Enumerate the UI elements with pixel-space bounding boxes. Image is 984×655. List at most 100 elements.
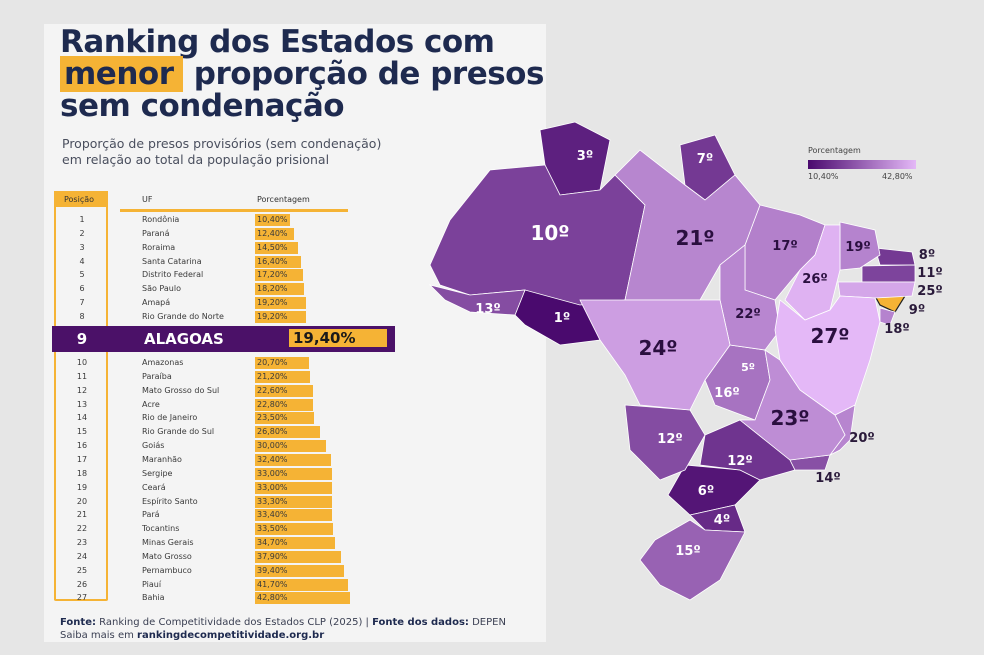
title-line-3: sem condenação bbox=[60, 88, 345, 124]
row-state: Piauí bbox=[142, 579, 162, 589]
row-bar bbox=[255, 227, 294, 240]
title-highlight: menor bbox=[60, 56, 184, 92]
row-value: 16,40% bbox=[257, 256, 288, 266]
row-state: Sergipe bbox=[142, 468, 173, 478]
state-para bbox=[614, 149, 761, 301]
map-label: 5º bbox=[741, 361, 755, 374]
row-value: 42,80% bbox=[257, 593, 288, 603]
row-value: 33,00% bbox=[257, 482, 288, 492]
row-state: Espírito Santo bbox=[142, 496, 198, 506]
row-value: 39,40% bbox=[257, 565, 288, 575]
highlight-position: 9 bbox=[76, 330, 88, 348]
legend-min: 10,40% bbox=[808, 172, 839, 181]
row-value: 37,90% bbox=[257, 551, 288, 561]
data-source-label: Fonte dos dados: bbox=[372, 617, 469, 628]
row-position: 20 bbox=[76, 496, 88, 506]
row-position: 8 bbox=[79, 311, 85, 321]
map-label: 17º bbox=[772, 239, 797, 254]
row-bar bbox=[255, 384, 313, 397]
map-label: 20º bbox=[849, 431, 874, 446]
row-value: 33,30% bbox=[257, 496, 288, 506]
legend-title: Porcentagem bbox=[808, 146, 861, 155]
map-label: 9º bbox=[909, 303, 925, 318]
state-mato-grosso bbox=[579, 299, 731, 411]
state-bahia bbox=[774, 295, 881, 416]
row-value: 30,00% bbox=[257, 441, 288, 451]
row-value: 12,40% bbox=[257, 228, 288, 238]
row-position: 22 bbox=[76, 524, 88, 534]
source-label: Fonte: bbox=[60, 617, 96, 628]
row-value: 26,80% bbox=[257, 427, 288, 437]
header-divider bbox=[120, 209, 348, 212]
row-state: São Paulo bbox=[142, 284, 181, 294]
map-label: 12º bbox=[657, 432, 682, 447]
row-value: 19,20% bbox=[257, 298, 288, 308]
map-label: 23º bbox=[770, 406, 809, 430]
map-label: 12º bbox=[727, 454, 752, 469]
row-value: 18,20% bbox=[257, 284, 288, 294]
map-label: 25º bbox=[917, 284, 942, 299]
row-bar bbox=[255, 255, 302, 268]
row-position: 21 bbox=[76, 510, 88, 520]
row-state: Paraná bbox=[142, 228, 170, 238]
map-label: 1º bbox=[554, 311, 570, 326]
legend-gradient bbox=[808, 160, 916, 169]
map-label: 27º bbox=[810, 324, 849, 348]
row-state: Amapá bbox=[142, 298, 171, 308]
row-position: 3 bbox=[79, 242, 85, 252]
page-title: Ranking dos Estados com menor proporção … bbox=[60, 26, 544, 122]
row-bar bbox=[255, 357, 309, 369]
footer: Fonte: Ranking de Competitividade dos Es… bbox=[60, 616, 506, 642]
row-position: 26 bbox=[76, 579, 88, 589]
learn-more-text: Saiba mais em bbox=[60, 630, 138, 641]
row-position: 2 bbox=[79, 228, 85, 238]
map-label: 24º bbox=[638, 336, 677, 360]
map-label: 7º bbox=[697, 152, 713, 167]
row-bar bbox=[255, 297, 307, 310]
title-line-1: Ranking dos Estados com bbox=[60, 24, 495, 60]
row-position: 18 bbox=[76, 468, 88, 478]
row-value: 33,40% bbox=[257, 510, 288, 520]
row-value: 32,40% bbox=[257, 454, 288, 464]
row-bar bbox=[255, 467, 332, 480]
map-label: 19º bbox=[845, 240, 870, 255]
row-position: 16 bbox=[76, 441, 88, 451]
state-sergipe bbox=[879, 307, 896, 326]
map-label: 10º bbox=[530, 221, 569, 245]
row-bar bbox=[255, 509, 333, 522]
row-bar bbox=[255, 412, 315, 425]
title-line-2: menor proporção de presos bbox=[60, 56, 544, 92]
row-position: 25 bbox=[76, 565, 88, 575]
state-acre bbox=[428, 284, 526, 316]
row-bar bbox=[255, 310, 307, 323]
data-source-text: DEPEN bbox=[468, 617, 506, 628]
row-bar bbox=[255, 578, 348, 591]
row-state: Pará bbox=[142, 510, 160, 520]
row-position: 15 bbox=[76, 427, 88, 437]
row-value: 21,20% bbox=[257, 371, 288, 381]
row-value: 17,20% bbox=[257, 270, 288, 280]
map-label: 18º bbox=[884, 322, 909, 337]
row-position: 27 bbox=[76, 593, 88, 603]
row-value: 10,40% bbox=[257, 215, 288, 224]
row-position: 19 bbox=[76, 482, 88, 492]
row-bar bbox=[255, 440, 327, 453]
row-state: Minas Gerais bbox=[142, 538, 194, 548]
row-position: 23 bbox=[76, 538, 88, 548]
row-value: 34,70% bbox=[257, 538, 288, 548]
state-rio-grande-do-sul bbox=[639, 519, 746, 601]
row-position: 4 bbox=[79, 256, 85, 266]
row-position: 17 bbox=[76, 454, 88, 464]
row-bar bbox=[255, 495, 333, 508]
row-state: Santa Catarina bbox=[142, 256, 202, 266]
map-label: 6º bbox=[698, 484, 714, 499]
map-label: 8º bbox=[919, 248, 935, 263]
state-rio-grande-do-norte bbox=[874, 247, 916, 266]
learn-more-link[interactable]: rankingdecompetitividade.org.br bbox=[137, 630, 325, 641]
subtitle-line-1: Proporção de presos provisórios (sem con… bbox=[62, 136, 382, 151]
row-value: 20,70% bbox=[257, 358, 288, 367]
row-state: Mato Grosso do Sul bbox=[142, 385, 220, 395]
row-state: Goiás bbox=[142, 441, 165, 451]
row-state: Pernambuco bbox=[142, 565, 192, 575]
row-state: Rio de Janeiro bbox=[142, 413, 198, 423]
